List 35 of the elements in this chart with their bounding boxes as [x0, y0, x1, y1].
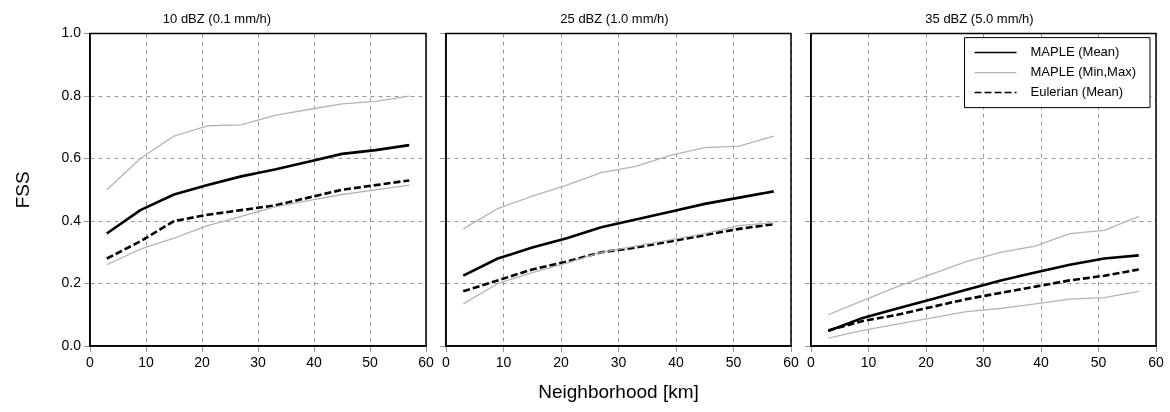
x-tick-label: 60	[418, 354, 434, 371]
x-tick-label: 60	[1148, 354, 1164, 371]
x-tick-label: 20	[918, 354, 934, 371]
x-tick-label: 50	[725, 354, 742, 371]
x-tick-label: 10	[860, 354, 877, 371]
y-tick-label: 0.0	[61, 336, 82, 353]
legend-label: MAPLE (Mean)	[1030, 44, 1120, 60]
y-tick-label: 0.4	[61, 211, 82, 228]
x-tick-label: 30	[250, 354, 266, 371]
x-tick-label: 60	[783, 354, 799, 371]
x-tick-label: 40	[1033, 354, 1049, 371]
x-tick-label: 20	[194, 354, 210, 371]
legend-label: MAPLE (Min,Max)	[1030, 64, 1137, 80]
x-tick-label: 40	[668, 354, 684, 371]
y-axis-title: FSS	[11, 171, 33, 209]
x-axis-title: Neighborhood [km]	[538, 380, 699, 402]
x-tick-label: 30	[975, 354, 992, 371]
x-tick-label: 40	[306, 354, 322, 371]
y-tick-label: 1.0	[61, 24, 82, 41]
x-tick-label: 50	[362, 354, 378, 371]
x-tick-label: 0	[442, 354, 451, 371]
x-tick-label: 10	[495, 354, 512, 371]
x-tick-label: 30	[610, 354, 627, 371]
x-tick-label: 50	[1090, 354, 1107, 371]
y-tick-label: 0.6	[61, 149, 82, 166]
x-tick-label: 10	[138, 354, 154, 371]
x-tick-label: 20	[553, 354, 569, 371]
x-tick-label: 0	[807, 354, 816, 371]
y-tick-label: 0.2	[61, 274, 82, 291]
legend-label: Eulerian (Mean)	[1030, 84, 1124, 100]
y-tick-label: 0.8	[61, 86, 82, 103]
chart-title: 35 dBZ (5.0 mm/h)	[925, 11, 1034, 27]
x-tick-label: 0	[86, 354, 95, 371]
chart-title: 25 dBZ (1.0 mm/h)	[560, 11, 669, 27]
chart-title: 10 dBZ (0.1 mm/h)	[162, 11, 272, 27]
